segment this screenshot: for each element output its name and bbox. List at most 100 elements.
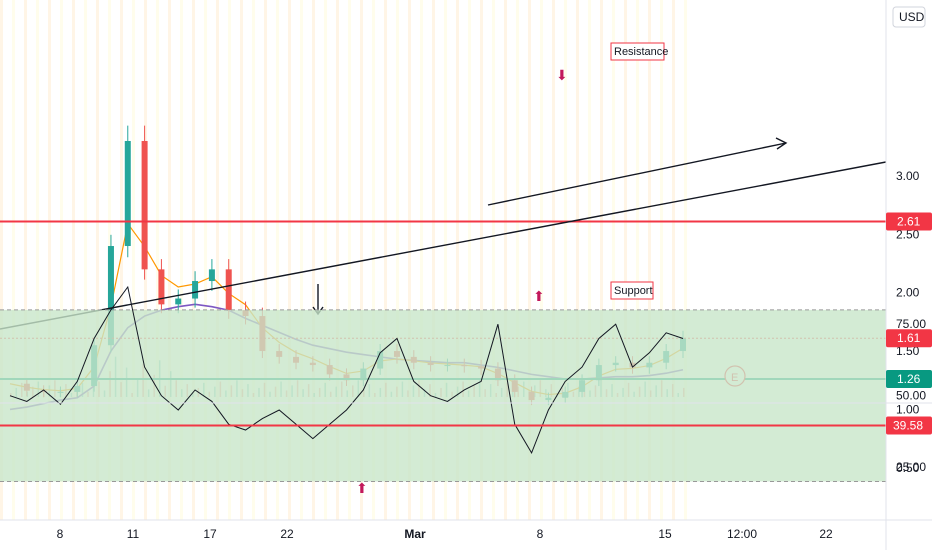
- stripe: [372, 0, 375, 520]
- stripe: [48, 0, 51, 520]
- stripe: [588, 0, 591, 520]
- candle-body: [208, 269, 215, 282]
- resistance-label-box[interactable]: [610, 42, 665, 61]
- up-marker-icon: ⬆: [533, 289, 545, 305]
- svg-text:39.58: 39.58: [893, 419, 923, 433]
- rsi-band: [0, 309, 886, 482]
- stripe: [204, 0, 207, 520]
- currency-label: USD: [899, 10, 925, 24]
- price-tick-label: 2.50: [896, 227, 920, 241]
- stripe: [516, 0, 519, 520]
- price-tick-label: 0.50: [896, 461, 920, 475]
- candle-body: [175, 298, 182, 305]
- stripe: [492, 0, 495, 520]
- lower-trendline[interactable]: [0, 161, 886, 330]
- stripe: [228, 0, 231, 520]
- stripe: [60, 0, 63, 520]
- candle-body: [225, 269, 232, 311]
- stripe: [396, 0, 399, 520]
- svg-text:1.61: 1.61: [897, 331, 921, 345]
- resistance-label: Resistance: [614, 46, 668, 58]
- stripe: [264, 0, 267, 520]
- stripe: [444, 0, 447, 520]
- stripe: [420, 0, 423, 520]
- stripe: [528, 0, 531, 520]
- stripe: [684, 0, 687, 520]
- stripe: [24, 0, 27, 520]
- stripe: [624, 0, 627, 520]
- stripe: [336, 0, 339, 520]
- price-tick-label: 1.00: [896, 402, 920, 416]
- price-axis[interactable]: 3.00 2.50 2.00 1.50 1.00 0.50: [896, 169, 920, 475]
- stripe: [72, 0, 75, 520]
- background-stripes: [0, 0, 687, 520]
- stripe: [576, 0, 579, 520]
- stripe: [168, 0, 171, 520]
- rsi-tick-label: 25.00: [896, 460, 926, 474]
- stripe: [348, 0, 351, 520]
- time-tick-label: 15: [658, 527, 672, 541]
- stripe: [564, 0, 567, 520]
- time-tick-label: 22: [280, 527, 294, 541]
- support-price-badge: 1.26: [886, 370, 932, 389]
- stripe: [300, 0, 303, 520]
- time-tick-label: Mar: [404, 527, 426, 541]
- time-tick-label: 8: [57, 527, 64, 541]
- time-tick-label: 8: [537, 527, 544, 541]
- candle-body: [192, 281, 199, 299]
- stripe: [132, 0, 135, 520]
- rsi-axis[interactable]: 75.00 50.00 25.00: [896, 317, 926, 474]
- resistance-price-badge: 2.61: [886, 212, 932, 231]
- stripe: [456, 0, 459, 520]
- stripe: [192, 0, 195, 520]
- last-price-badge: 1.61: [886, 329, 932, 348]
- support-label-box[interactable]: [610, 281, 654, 300]
- stripe: [468, 0, 471, 520]
- stripe: [660, 0, 663, 520]
- stripe: [12, 0, 15, 520]
- candle-body: [124, 140, 131, 247]
- stripe: [360, 0, 363, 520]
- down-marker-icon: ⬇: [556, 68, 568, 84]
- time-tick-label: 11: [127, 527, 140, 541]
- rsi-tick-label: 50.00: [896, 389, 926, 403]
- stripe: [480, 0, 483, 520]
- stripe: [672, 0, 675, 520]
- arrow-head-icon: [775, 137, 788, 150]
- price-tick-label: 1.50: [896, 344, 920, 358]
- stripe: [432, 0, 435, 520]
- currency-box[interactable]: [892, 6, 926, 28]
- stripe: [636, 0, 639, 520]
- stripe: [312, 0, 315, 520]
- svg-text:2.61: 2.61: [897, 215, 921, 229]
- stripe: [240, 0, 243, 520]
- upper-trendline[interactable]: [487, 142, 787, 206]
- time-axis[interactable]: 8 11 17 22 Mar 8 15 12:00 22: [57, 527, 833, 541]
- svg-text:1.26: 1.26: [897, 372, 921, 386]
- rsi-level-badge: 39.58: [886, 416, 932, 435]
- stripe: [552, 0, 555, 520]
- rsi-tick-label: 75.00: [896, 317, 926, 331]
- stripe: [324, 0, 327, 520]
- time-tick-label: 22: [819, 527, 833, 541]
- stripe: [648, 0, 651, 520]
- stripe: [504, 0, 507, 520]
- time-tick-label: 12:00: [727, 527, 757, 541]
- stripe: [36, 0, 39, 520]
- candle-body: [107, 246, 114, 346]
- stripe: [96, 0, 99, 520]
- stripe: [408, 0, 411, 520]
- stripe: [180, 0, 183, 520]
- stripe: [252, 0, 255, 520]
- price-tick-label: 2.00: [896, 286, 920, 300]
- rsi-pane[interactable]: ⬆: [0, 285, 886, 497]
- stripe: [384, 0, 387, 520]
- price-tick-label: 3.00: [896, 169, 920, 183]
- stripe: [600, 0, 603, 520]
- stripe: [84, 0, 87, 520]
- rsi-line: [9, 285, 684, 455]
- stripe: [156, 0, 159, 520]
- stripe: [216, 0, 219, 520]
- candle-body: [158, 269, 165, 305]
